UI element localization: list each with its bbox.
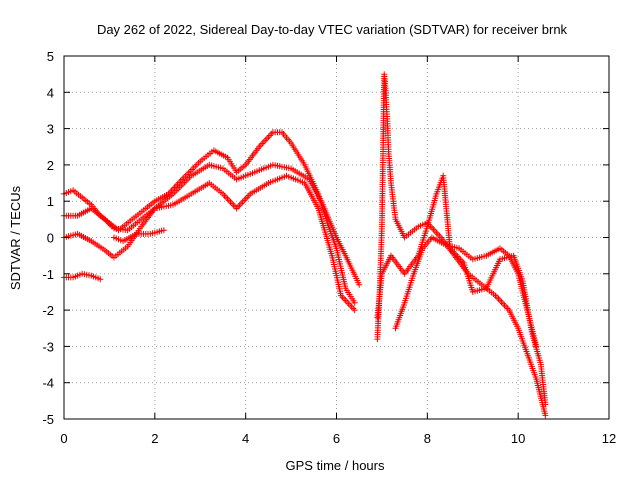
y-tick-label: -5	[42, 412, 54, 427]
data-points	[61, 71, 549, 419]
x-tick-label: 10	[511, 431, 525, 446]
data-point	[351, 307, 358, 314]
y-tick-label: 4	[47, 85, 54, 100]
data-point	[533, 343, 540, 350]
x-axis-label: GPS time / hours	[286, 458, 385, 473]
y-tick-label: -1	[42, 267, 54, 282]
y-tick-label: 0	[47, 231, 54, 246]
x-tick-label: 4	[242, 431, 249, 446]
data-point	[97, 276, 104, 283]
x-tick-label: 6	[333, 431, 340, 446]
data-point	[160, 227, 167, 234]
x-tick-label: 8	[424, 431, 431, 446]
y-tick-label: 3	[47, 122, 54, 137]
data-point	[542, 412, 549, 419]
y-tick-label: -4	[42, 376, 54, 391]
data-point	[356, 281, 363, 288]
y-tick-label: 5	[47, 49, 54, 64]
data-point	[351, 299, 358, 306]
y-axis-label: SDTVAR / TECUs	[8, 185, 23, 290]
x-tick-label: 2	[151, 431, 158, 446]
axis-ticks	[63, 55, 610, 420]
data-point	[542, 401, 549, 408]
y-tick-label: 1	[47, 194, 54, 209]
y-tick-label: 2	[47, 158, 54, 173]
x-tick-label: 0	[60, 431, 67, 446]
y-tick-label: -2	[42, 303, 54, 318]
x-tick-label: 12	[602, 431, 616, 446]
chart-title: Day 262 of 2022, Sidereal Day-to-day VTE…	[97, 22, 568, 37]
y-tick-label: -3	[42, 339, 54, 354]
